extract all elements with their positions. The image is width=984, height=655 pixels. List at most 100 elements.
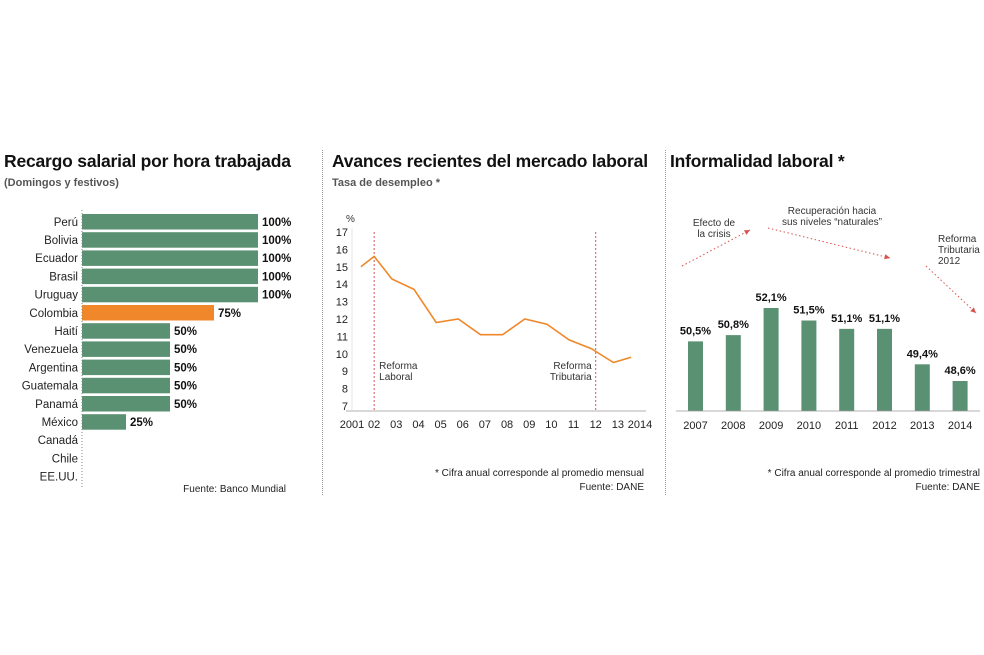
category-label: Panamá	[35, 399, 78, 411]
bar	[82, 377, 170, 394]
data-label: 100%	[262, 290, 291, 302]
y-tick-label: 7	[342, 401, 348, 413]
annotation-label: Reforma	[379, 361, 418, 372]
source-note: Fuente: Banco Mundial	[183, 484, 286, 495]
bar	[952, 381, 968, 411]
y-tick-label: 15	[336, 262, 348, 274]
bar	[82, 341, 170, 357]
y-tick-label: 13	[336, 297, 348, 309]
x-tick-label: 2012	[872, 420, 896, 432]
data-label: 50,5%	[680, 325, 711, 337]
y-tick-label: 11	[337, 331, 348, 343]
bar	[82, 323, 170, 339]
annotation-label: 2012	[938, 256, 961, 267]
vertical-bar-chart: 50,5% 2007 50,8% 2008 52,1% 2009 51,5% 2010 51,1…	[676, 206, 980, 432]
bar	[82, 359, 170, 376]
panel-recargo: Recargo salarial por hora trabajada (Dom…	[0, 0, 318, 655]
category-label: Argentina	[29, 362, 79, 374]
data-label: 50,8%	[718, 319, 749, 331]
x-tick-label: 07	[479, 419, 491, 431]
annotation-label: Efecto de	[693, 218, 736, 229]
x-tick-label: 2014	[628, 419, 652, 431]
bar	[877, 328, 892, 411]
data-label: 100%	[262, 235, 291, 247]
bar	[82, 250, 258, 266]
category-label: Perú	[54, 217, 78, 229]
category-label: Brasil	[49, 271, 78, 283]
data-label: 50%	[174, 326, 197, 338]
data-label: 51,1%	[831, 313, 862, 325]
bar	[688, 341, 703, 411]
x-tick-label: 2001	[340, 419, 364, 431]
data-label: 50%	[174, 362, 197, 374]
y-axis-label: %	[346, 214, 355, 225]
chart-subtitle: Tasa de desempleo *	[332, 177, 441, 189]
horizontal-bar-chart: Perú 100% Bolivia 100% Ecuador 100% Brasil 100%…	[22, 210, 291, 487]
category-label: Haití	[54, 326, 78, 338]
bar	[763, 308, 779, 411]
data-label: 48,6%	[944, 365, 975, 377]
category-label: Uruguay	[35, 290, 79, 302]
source-note: Fuente: DANE	[915, 482, 980, 493]
annotation-label: sus niveles “naturales”	[782, 217, 882, 228]
data-label: 50%	[174, 399, 197, 411]
y-tick-label: 17	[336, 227, 348, 239]
annotation-label: la crisis	[697, 229, 730, 240]
divider-left	[322, 150, 323, 495]
bar	[839, 328, 855, 411]
annotation-label: Laboral	[379, 372, 412, 383]
x-tick-label: 2009	[759, 420, 783, 432]
footnote: * Cifra anual corresponde al promedio tr…	[767, 468, 980, 479]
divider-right	[665, 150, 666, 495]
trend-arrow	[767, 227, 891, 259]
data-label: 51,5%	[793, 305, 824, 317]
line-chart: % 7 8 9 10 11 12 13 14 15 16 17 2001 02 03 04 05 06 07 08 09…	[336, 214, 652, 431]
x-tick-label: 2008	[721, 420, 745, 432]
data-label: 25%	[130, 417, 153, 429]
category-label: México	[42, 417, 78, 429]
data-label: 50%	[174, 381, 197, 393]
x-tick-label: 05	[434, 419, 446, 431]
bar	[914, 364, 930, 411]
y-tick-label: 10	[336, 349, 348, 361]
x-tick-label: 10	[545, 419, 557, 431]
x-tick-label: 08	[501, 419, 513, 431]
annotation-label: Reforma	[553, 361, 592, 372]
category-label: Guatemala	[22, 381, 79, 393]
bar	[82, 414, 126, 430]
bar	[82, 268, 258, 285]
y-tick-label: 12	[336, 314, 348, 326]
x-tick-label: 13	[612, 419, 624, 431]
data-label: 100%	[262, 217, 291, 229]
arrow-head	[970, 307, 976, 313]
data-label: 100%	[262, 271, 291, 283]
bar	[725, 335, 741, 411]
data-label: 51,1%	[869, 313, 900, 325]
y-tick-label: 8	[342, 384, 348, 396]
annotation-label: Recuperación hacia	[788, 206, 877, 217]
x-tick-label: 02	[368, 419, 380, 431]
data-label: 100%	[262, 253, 291, 265]
x-tick-label: 12	[590, 419, 602, 431]
trend-arrow	[681, 229, 751, 267]
annotation-label: Tributaria	[550, 372, 592, 383]
bar	[82, 232, 258, 248]
chart-title: Recargo salarial por hora trabajada	[4, 151, 291, 171]
y-tick-label: 16	[336, 244, 348, 256]
chart-title: Avances recientes del mercado laboral	[332, 151, 648, 171]
arrow-head	[884, 254, 890, 260]
data-label: 49,4%	[907, 348, 938, 360]
x-tick-label: 2010	[797, 420, 821, 432]
bar	[82, 305, 214, 321]
y-tick-label: 14	[336, 279, 348, 291]
y-tick-label: 9	[342, 366, 348, 378]
category-label: Ecuador	[35, 253, 78, 265]
x-tick-label: 09	[523, 419, 535, 431]
arrow-head	[744, 230, 750, 235]
bar	[82, 214, 258, 230]
bar	[82, 286, 258, 303]
category-label: EE.UU.	[40, 472, 78, 484]
category-label: Venezuela	[24, 344, 78, 356]
x-tick-label: 11	[568, 419, 579, 431]
panel-desempleo: Avances recientes del mercado laboral Ta…	[326, 0, 664, 655]
